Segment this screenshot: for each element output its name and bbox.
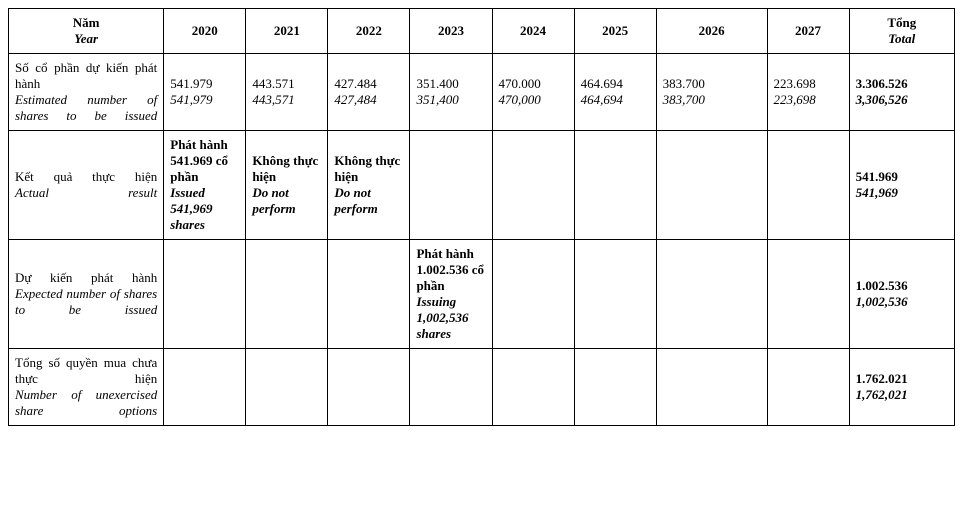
header-total-vn: Tổng [856, 15, 948, 31]
label-en: Expected number of shares to be issued [15, 286, 157, 318]
cell-total: 1.762.0211,762,021 [849, 349, 954, 426]
cell-2027: 223.698223,698 [767, 54, 849, 131]
header-year-2021: 2021 [246, 9, 328, 54]
cell-2027 [767, 131, 849, 240]
header-year-2026: 2026 [656, 9, 767, 54]
label-en: Estimated number of shares to be issued [15, 92, 157, 124]
cell-2023 [410, 131, 492, 240]
cell-2027 [767, 240, 849, 349]
cell-2020 [164, 240, 246, 349]
table-row-unexercised: Tổng số quyền mua chưa thực hiện Number … [9, 349, 955, 426]
row-label: Tổng số quyền mua chưa thực hiện Number … [9, 349, 164, 426]
label-vn: Dự kiến phát hành [15, 270, 157, 286]
label-vn: Số cổ phần dự kiến phát hành [15, 60, 157, 92]
cell-2023: Phát hành 1.002.536 cổ phầnIssuing 1,002… [410, 240, 492, 349]
cell-2023: 351.400351,400 [410, 54, 492, 131]
cell-2026: 383.700383,700 [656, 54, 767, 131]
header-label-vn: Năm [15, 15, 157, 31]
cell-2022: Không thực hiệnDo not perform [328, 131, 410, 240]
row-label: Số cổ phần dự kiến phát hành Estimated n… [9, 54, 164, 131]
cell-2022: 427.484427,484 [328, 54, 410, 131]
header-year-2020: 2020 [164, 9, 246, 54]
cell-2025: 464.694464,694 [574, 54, 656, 131]
cell-2021: 443.571443,571 [246, 54, 328, 131]
cell-total: 1.002.5361,002,536 [849, 240, 954, 349]
label-en: Actual result [15, 185, 157, 201]
cell-2025 [574, 131, 656, 240]
label-vn: Tổng số quyền mua chưa thực hiện [15, 355, 157, 387]
cell-2025 [574, 349, 656, 426]
cell-2021: Không thực hiệnDo not perform [246, 131, 328, 240]
table-row-estimated: Số cổ phần dự kiến phát hành Estimated n… [9, 54, 955, 131]
cell-2020: Phát hành 541.969 cổ phầnIssued 541,969 … [164, 131, 246, 240]
cell-2027 [767, 349, 849, 426]
cell-2021 [246, 349, 328, 426]
table-row-expected: Dự kiến phát hành Expected number of sha… [9, 240, 955, 349]
header-year-2025: 2025 [574, 9, 656, 54]
cell-total: 541.969541,969 [849, 131, 954, 240]
cell-2021 [246, 240, 328, 349]
cell-2026 [656, 349, 767, 426]
row-label: Dự kiến phát hành Expected number of sha… [9, 240, 164, 349]
cell-2024 [492, 240, 574, 349]
label-en: Number of unexercised share options [15, 387, 157, 419]
cell-2026 [656, 131, 767, 240]
cell-2025 [574, 240, 656, 349]
cell-total: 3.306.5263,306,526 [849, 54, 954, 131]
cell-2024 [492, 349, 574, 426]
header-year-2022: 2022 [328, 9, 410, 54]
cell-2020: 541.979541,979 [164, 54, 246, 131]
header-year-2024: 2024 [492, 9, 574, 54]
table-row-actual: Kết quả thực hiện Actual result Phát hàn… [9, 131, 955, 240]
cell-2023 [410, 349, 492, 426]
row-label: Kết quả thực hiện Actual result [9, 131, 164, 240]
cell-2022 [328, 240, 410, 349]
cell-2024 [492, 131, 574, 240]
header-label-en: Year [15, 31, 157, 47]
cell-2022 [328, 349, 410, 426]
label-vn: Kết quả thực hiện [15, 169, 157, 185]
header-year-2027: 2027 [767, 9, 849, 54]
header-label: Năm Year [9, 9, 164, 54]
shares-table: Năm Year 2020 2021 2022 2023 2024 2025 2… [8, 8, 955, 426]
cell-2024: 470.000470,000 [492, 54, 574, 131]
header-year-2023: 2023 [410, 9, 492, 54]
header-total: Tổng Total [849, 9, 954, 54]
header-row: Năm Year 2020 2021 2022 2023 2024 2025 2… [9, 9, 955, 54]
cell-2026 [656, 240, 767, 349]
header-total-en: Total [856, 31, 948, 47]
cell-2020 [164, 349, 246, 426]
